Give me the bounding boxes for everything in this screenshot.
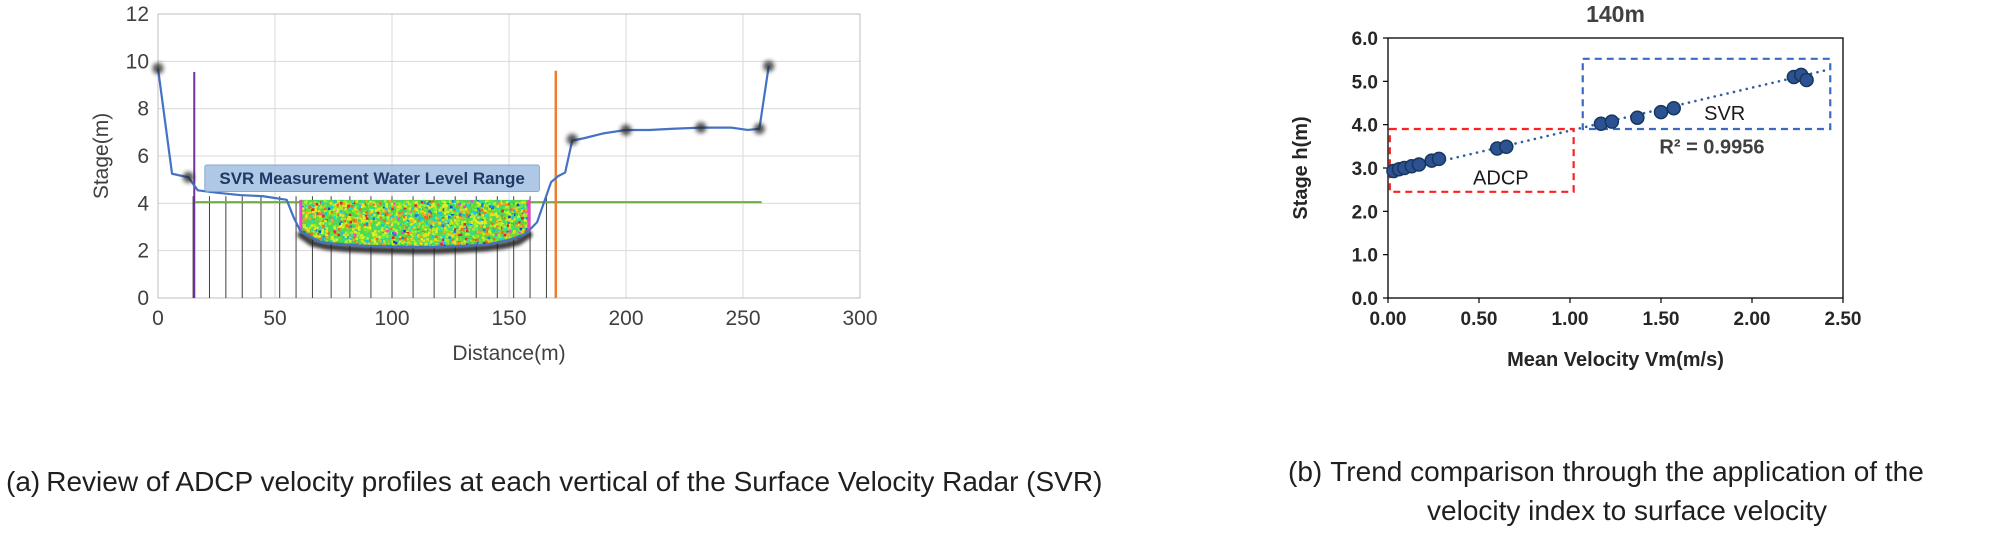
svg-text:SVR: SVR xyxy=(1704,103,1745,125)
caption-b-line2: velocity index to surface velocity xyxy=(1427,495,1827,527)
caption-b-text: Trend comparison through the application… xyxy=(1330,452,1924,530)
caption-b-prefix: (b) xyxy=(1288,456,1323,487)
svg-text:12: 12 xyxy=(126,3,149,26)
svg-text:5.0: 5.0 xyxy=(1352,72,1378,93)
svg-text:3.0: 3.0 xyxy=(1352,159,1378,180)
svg-text:0.0: 0.0 xyxy=(1352,289,1378,310)
svg-text:1.50: 1.50 xyxy=(1643,309,1680,330)
svg-text:Stage h(m): Stage h(m) xyxy=(1290,116,1312,219)
svg-text:2.0: 2.0 xyxy=(1352,202,1378,223)
caption-b-line1: Trend comparison through the application… xyxy=(1330,456,1924,487)
svg-text:2.00: 2.00 xyxy=(1734,309,1771,330)
svg-text:6.0: 6.0 xyxy=(1352,29,1378,50)
svg-text:SVR Measurement Water Level Ra: SVR Measurement Water Level Range xyxy=(219,169,524,188)
svg-text:ADCP: ADCP xyxy=(1473,168,1529,190)
svg-text:2: 2 xyxy=(137,240,149,263)
svg-text:1.0: 1.0 xyxy=(1352,246,1378,267)
svg-text:200: 200 xyxy=(608,307,643,330)
svg-text:0.00: 0.00 xyxy=(1370,309,1407,330)
svg-text:0: 0 xyxy=(152,307,164,330)
svg-text:4.0: 4.0 xyxy=(1352,116,1378,137)
svg-text:4: 4 xyxy=(137,192,149,215)
caption-a: (a) Review of ADCP velocity profiles at e… xyxy=(6,462,1108,501)
svg-text:6: 6 xyxy=(137,145,149,168)
svg-text:50: 50 xyxy=(263,307,286,330)
caption-b: (b) Trend comparison through the applica… xyxy=(1288,452,1924,530)
svg-text:300: 300 xyxy=(842,307,877,330)
svg-text:Distance(m): Distance(m) xyxy=(452,342,565,365)
svg-text:8: 8 xyxy=(137,98,149,121)
caption-a-prefix: (a) xyxy=(6,466,41,497)
svg-text:1.00: 1.00 xyxy=(1552,309,1589,330)
cross-section-chart: 0 2 4 6 8 10 12 0 50 100 150 200 250 300 Distance(m) St… xyxy=(90,3,878,365)
svg-text:140m: 140m xyxy=(1586,1,1645,27)
svg-text:100: 100 xyxy=(374,307,409,330)
svg-text:Mean Velocity Vm(m/s): Mean Velocity Vm(m/s) xyxy=(1507,349,1724,371)
svg-text:150: 150 xyxy=(491,307,526,330)
svg-text:10: 10 xyxy=(126,50,149,73)
svg-text:250: 250 xyxy=(725,307,760,330)
caption-a-text: Review of ADCP velocity profiles at each… xyxy=(46,466,1103,497)
svg-text:0.50: 0.50 xyxy=(1461,309,1498,330)
svg-text:2.50: 2.50 xyxy=(1825,309,1862,330)
svg-text:Stage(m): Stage(m) xyxy=(90,113,113,199)
svg-text:0: 0 xyxy=(137,287,149,310)
svg-text:R² = 0.9956: R² = 0.9956 xyxy=(1659,136,1764,158)
trend-comparison-chart: 140m 0.0 1.0 2.0 3.0 4.0 5.0 6.0 0.00 0.50 1.00 1.5… xyxy=(1290,1,1862,371)
